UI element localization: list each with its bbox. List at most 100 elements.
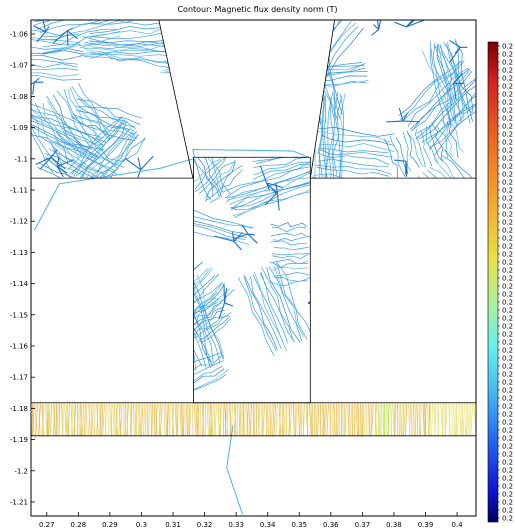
colorbar-label: 0.2 xyxy=(502,259,513,267)
colorbar-label: 0.2 xyxy=(502,211,513,219)
colorbar-label: 0.2 xyxy=(502,59,513,67)
x-tick-label: 0.29 xyxy=(102,521,118,529)
contour-line xyxy=(32,0,111,17)
colorbar-label: 0.2 xyxy=(502,235,513,243)
colorbar-label: 0.2 xyxy=(502,67,513,75)
colorbar-label: 0.2 xyxy=(502,483,513,491)
colorbar-label: 0.2 xyxy=(502,387,513,395)
y-tick-label: -1.1 xyxy=(14,155,28,163)
axes-frame xyxy=(31,20,476,516)
y-tick-label: -1.19 xyxy=(10,436,28,444)
colorbar-gradient xyxy=(488,42,498,522)
colorbar-label: 0.2 xyxy=(502,251,513,259)
colorbar-label: 0.2 xyxy=(502,427,513,435)
x-tick-label: 0.3 xyxy=(136,521,147,529)
colorbar-label: 0.2 xyxy=(502,139,513,147)
x-tick-label: 0.36 xyxy=(323,521,339,529)
colorbar-label: 0.2 xyxy=(502,147,513,155)
colorbar-label: 0.2 xyxy=(502,467,513,475)
colorbar-label: 0.2 xyxy=(502,195,513,203)
x-tick-label: 0.4 xyxy=(451,521,463,529)
y-tick-label: -1.18 xyxy=(10,405,28,413)
colorbar-label: 0.2 xyxy=(502,107,513,115)
x-tick-label: 0.37 xyxy=(355,521,371,529)
colorbar-label: 0.2 xyxy=(502,299,513,307)
colorbar-label: 0.2 xyxy=(502,403,513,411)
colorbar-label: 0.2 xyxy=(502,499,513,507)
x-tick-label: 0.34 xyxy=(260,521,276,529)
colorbar-label: 0.2 xyxy=(502,203,513,211)
x-tick-label: 0.38 xyxy=(386,521,402,529)
contour-line xyxy=(466,403,467,436)
colorbar-label: 0.2 xyxy=(502,459,513,467)
colorbar-label: 0.2 xyxy=(502,363,513,371)
colorbar-label: 0.2 xyxy=(502,123,513,131)
colorbar-label: 0.2 xyxy=(502,267,513,275)
colorbar-label: 0.2 xyxy=(502,115,513,123)
y-tick-label: -1.09 xyxy=(10,124,28,132)
colorbar-label: 0.2 xyxy=(502,227,513,235)
y-tick-label: -1.06 xyxy=(10,31,29,39)
colorbar-label: 0.2 xyxy=(502,451,513,459)
y-tick-label: -1.16 xyxy=(10,342,29,350)
contour-line xyxy=(56,403,57,436)
colorbar-label: 0.2 xyxy=(502,371,513,379)
colorbar-label: 0.2 xyxy=(502,131,513,139)
colorbar-label: 0.2 xyxy=(502,435,513,443)
y-tick-label: -1.08 xyxy=(10,93,28,101)
y-tick-label: -1.2 xyxy=(14,467,28,475)
colorbar-label: 0.2 xyxy=(502,75,513,83)
y-tick-label: -1.12 xyxy=(10,218,28,226)
colorbar-label: 0.2 xyxy=(502,179,513,187)
colorbar-label: 0.2 xyxy=(502,347,513,355)
x-tick-label: 0.35 xyxy=(291,521,307,529)
colorbar-label: 0.2 xyxy=(502,419,513,427)
y-tick-label: -1.21 xyxy=(10,498,28,506)
y-tick-label: -1.07 xyxy=(10,62,28,70)
contour-line xyxy=(34,1,114,22)
colorbar-label: 0.2 xyxy=(502,51,513,59)
colorbar[interactable]: 0.20.20.20.20.20.20.20.20.20.20.20.20.20… xyxy=(488,42,513,523)
colorbar-label: 0.2 xyxy=(502,155,513,163)
colorbar-label: 0.2 xyxy=(502,507,513,515)
x-tick-label: 0.39 xyxy=(418,521,434,529)
colorbar-label: 0.2 xyxy=(502,243,513,251)
colorbar-label: 0.2 xyxy=(502,323,513,331)
colorbar-label: 0.2 xyxy=(502,283,513,291)
contour-line xyxy=(67,31,68,46)
contour-line xyxy=(403,121,420,122)
y-tick-label: -1.14 xyxy=(10,280,29,288)
colorbar-label: 0.2 xyxy=(502,187,513,195)
contour-line xyxy=(224,284,225,303)
colorbar-label: 0.2 xyxy=(502,475,513,483)
colorbar-label: 0.2 xyxy=(502,443,513,451)
colorbar-label: 0.2 xyxy=(502,171,513,179)
contour-line xyxy=(108,403,109,436)
x-tick-label: 0.28 xyxy=(71,521,87,529)
y-tick-label: -1.17 xyxy=(10,374,28,382)
colorbar-label: 0.2 xyxy=(502,99,513,107)
colorbar-label: 0.2 xyxy=(502,515,513,523)
x-tick-label: 0.31 xyxy=(165,521,181,529)
colorbar-label: 0.2 xyxy=(502,491,513,499)
contour-line xyxy=(397,403,398,436)
colorbar-label: 0.2 xyxy=(502,379,513,387)
colorbar-label: 0.2 xyxy=(502,315,513,323)
colorbar-label: 0.2 xyxy=(502,219,513,227)
y-tick-label: -1.15 xyxy=(10,311,28,319)
x-tick-label: 0.27 xyxy=(39,521,55,529)
contour-line xyxy=(391,403,392,436)
contour-line xyxy=(254,403,255,436)
contour-line xyxy=(34,0,111,11)
colorbar-label: 0.2 xyxy=(502,395,513,403)
colorbar-label: 0.2 xyxy=(502,163,513,171)
colorbar-label: 0.2 xyxy=(502,411,513,419)
colorbar-label: 0.2 xyxy=(502,331,513,339)
colorbar-label: 0.2 xyxy=(502,355,513,363)
colorbar-label: 0.2 xyxy=(502,83,513,91)
y-tick-label: -1.11 xyxy=(10,187,28,195)
x-tick-label: 0.32 xyxy=(197,521,213,529)
colorbar-label: 0.2 xyxy=(502,339,513,347)
colorbar-label: 0.2 xyxy=(502,275,513,283)
